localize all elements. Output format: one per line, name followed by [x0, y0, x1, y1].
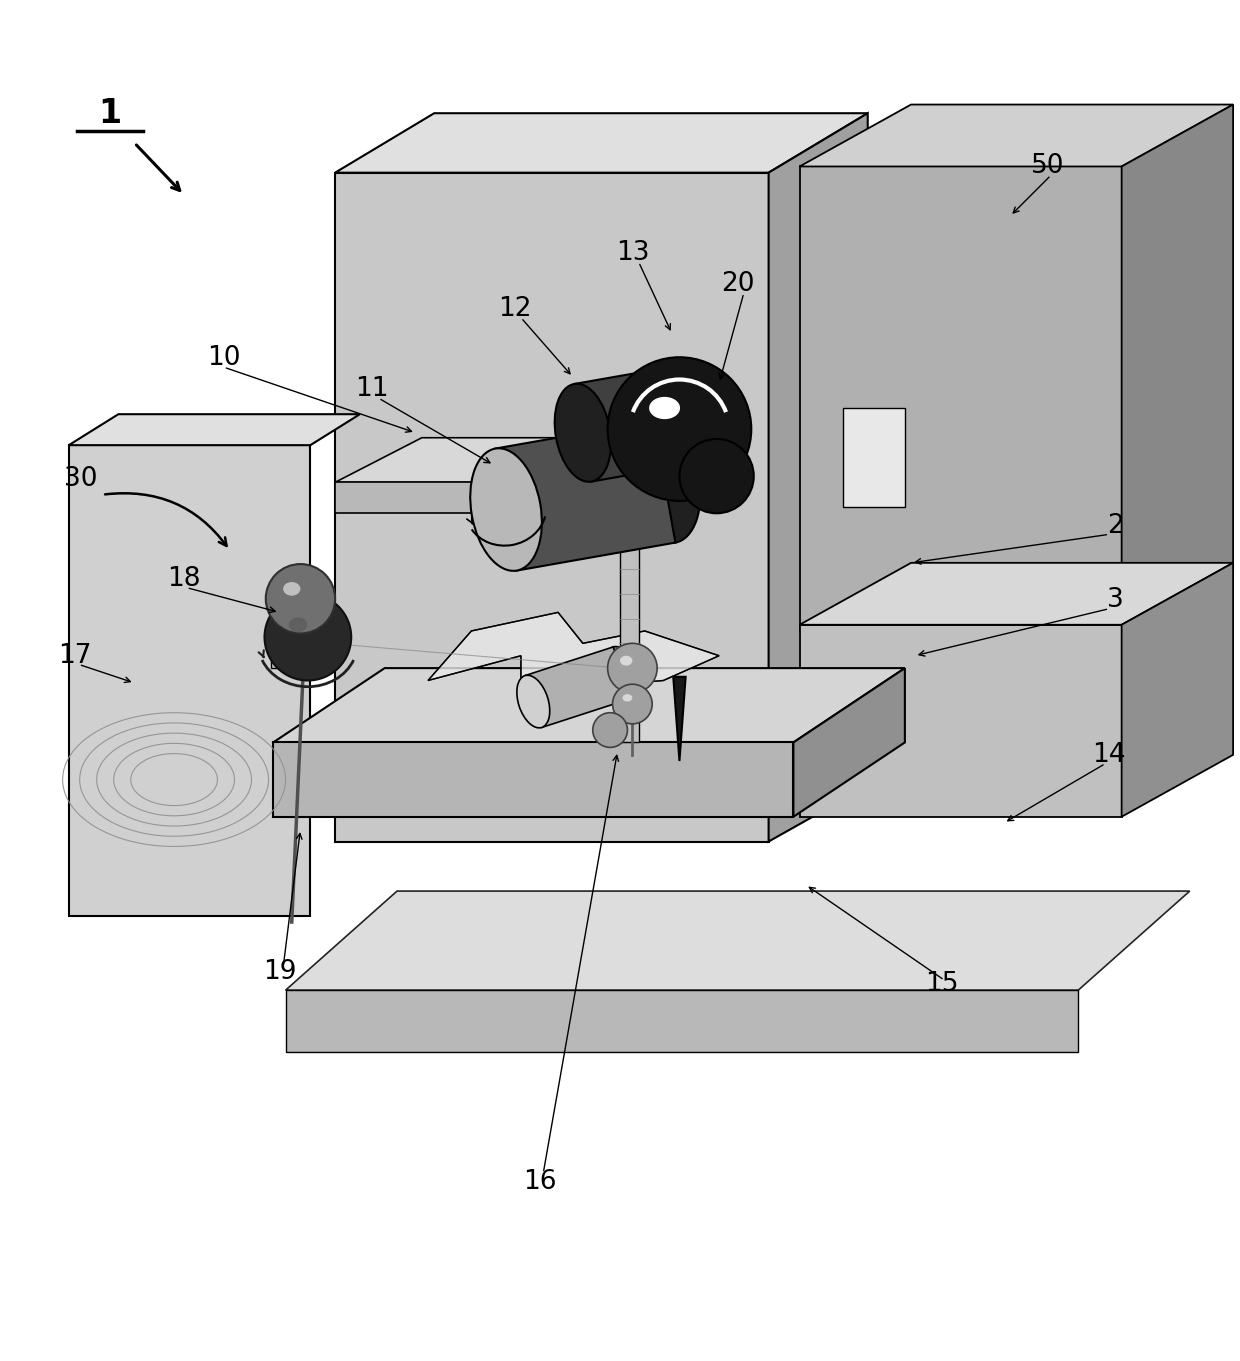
Circle shape: [680, 440, 754, 513]
Ellipse shape: [649, 397, 680, 419]
Polygon shape: [285, 891, 1189, 991]
Polygon shape: [525, 646, 630, 728]
Ellipse shape: [283, 583, 300, 596]
Text: 12: 12: [498, 295, 532, 323]
Polygon shape: [769, 113, 868, 841]
Text: 14: 14: [1092, 742, 1126, 768]
Text: 3: 3: [1107, 587, 1123, 612]
Polygon shape: [574, 362, 713, 482]
Polygon shape: [800, 625, 1122, 817]
Text: 19: 19: [263, 958, 296, 984]
Text: 17: 17: [58, 642, 92, 668]
Ellipse shape: [620, 656, 632, 666]
Circle shape: [265, 563, 335, 633]
Ellipse shape: [629, 421, 701, 543]
Ellipse shape: [517, 675, 549, 728]
Polygon shape: [270, 593, 329, 668]
Polygon shape: [428, 612, 719, 693]
Text: 18: 18: [167, 566, 201, 592]
Polygon shape: [657, 438, 744, 513]
Ellipse shape: [289, 618, 308, 633]
Polygon shape: [1122, 563, 1233, 817]
Text: 11: 11: [356, 377, 389, 403]
Polygon shape: [335, 173, 769, 841]
Polygon shape: [800, 563, 1233, 625]
Polygon shape: [68, 414, 360, 445]
Ellipse shape: [677, 362, 733, 460]
Ellipse shape: [470, 448, 542, 570]
Text: 10: 10: [207, 346, 241, 372]
Polygon shape: [620, 482, 639, 743]
Polygon shape: [285, 991, 1079, 1052]
Polygon shape: [673, 676, 686, 761]
Polygon shape: [68, 445, 310, 916]
Polygon shape: [273, 743, 794, 817]
Text: 15: 15: [925, 970, 959, 998]
Polygon shape: [335, 113, 868, 173]
Circle shape: [608, 357, 751, 501]
Text: 16: 16: [523, 1169, 557, 1195]
Circle shape: [593, 713, 627, 747]
Text: 13: 13: [615, 240, 649, 267]
Circle shape: [608, 644, 657, 693]
Polygon shape: [794, 668, 905, 817]
Polygon shape: [495, 421, 676, 570]
Text: 20: 20: [720, 271, 754, 297]
Ellipse shape: [605, 646, 639, 700]
Text: 1: 1: [98, 97, 122, 129]
Text: 2: 2: [1107, 513, 1123, 539]
Polygon shape: [800, 105, 1233, 166]
Ellipse shape: [554, 384, 611, 482]
Circle shape: [264, 593, 351, 680]
Text: 30: 30: [64, 465, 98, 491]
Ellipse shape: [622, 694, 632, 701]
Polygon shape: [335, 482, 657, 513]
Text: 50: 50: [1030, 154, 1064, 180]
Polygon shape: [273, 668, 905, 743]
Polygon shape: [800, 166, 1122, 632]
Polygon shape: [1122, 105, 1233, 632]
Circle shape: [613, 685, 652, 724]
Polygon shape: [335, 438, 744, 482]
Polygon shape: [843, 408, 905, 508]
